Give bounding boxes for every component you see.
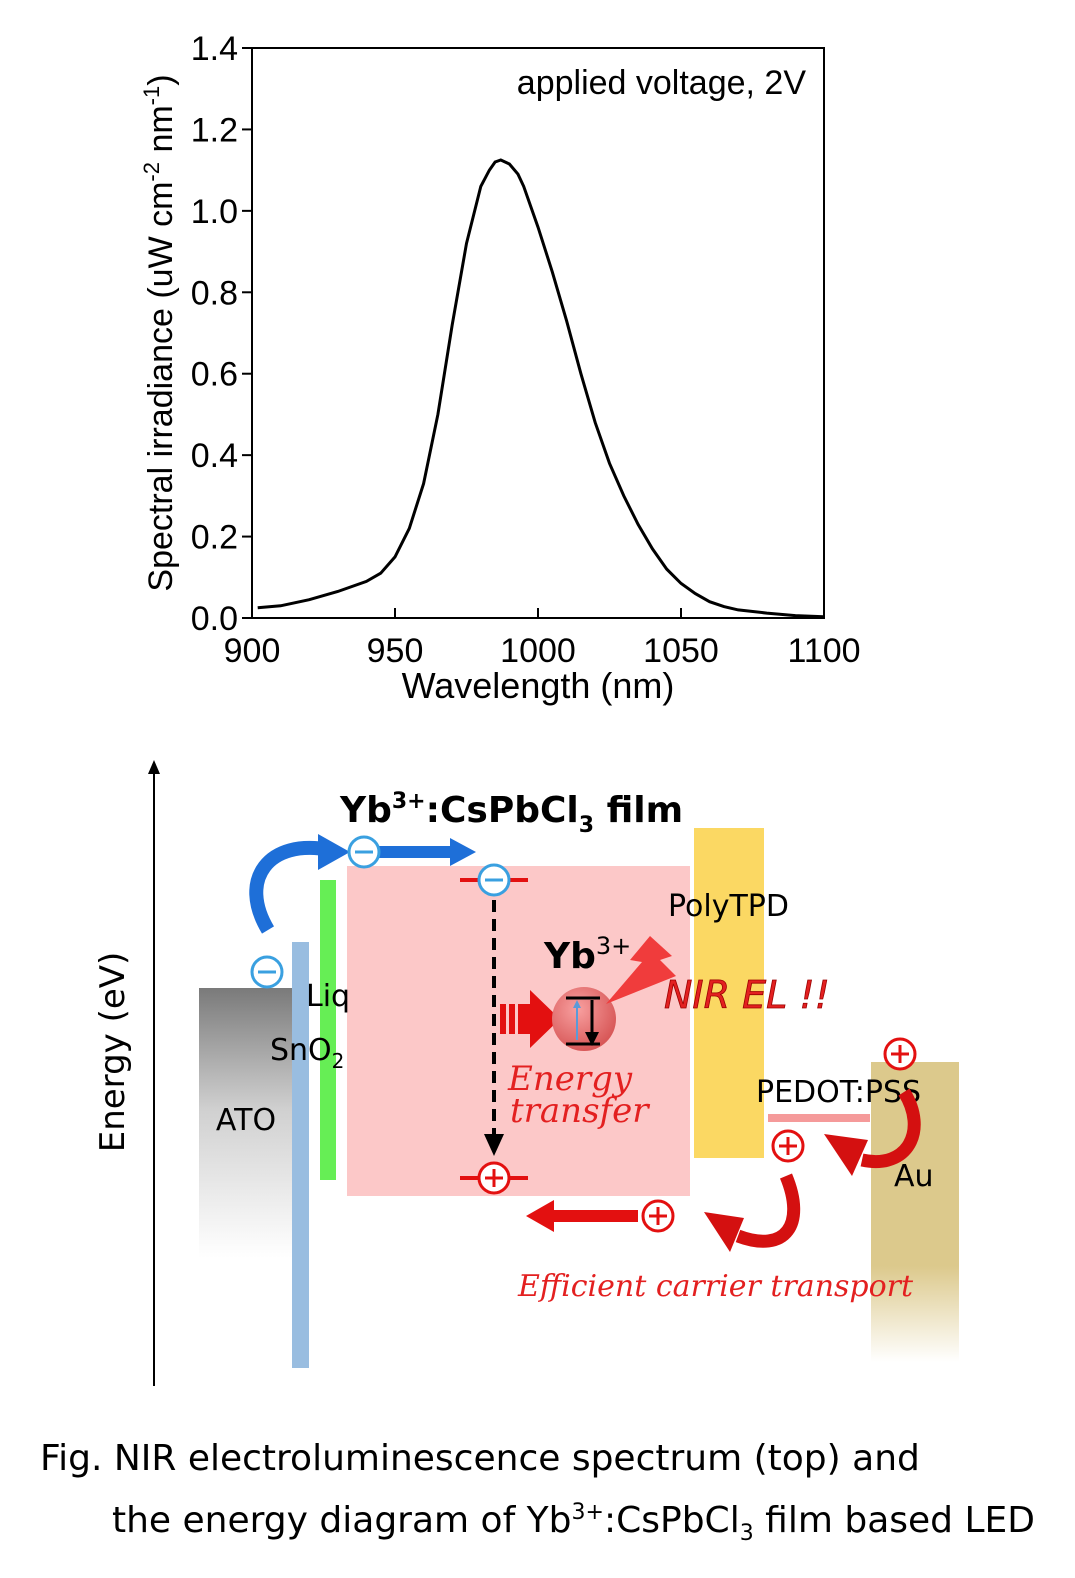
caption-line-2: the energy diagram of Yb3+:CsPbCl3 film …: [112, 1500, 1035, 1547]
energy-transfer-arrow: [500, 990, 560, 1048]
pedot-layer: [768, 1114, 870, 1122]
au-label: Au: [894, 1159, 934, 1194]
caption-line-1: Fig. NIR electroluminescence spectrum (t…: [40, 1438, 920, 1479]
film-title: Yb3+:CsPbCl3 film: [339, 789, 683, 838]
hole-curved-arrow-pedot: [735, 1173, 801, 1248]
nir-el-label: NIR EL !!: [664, 973, 830, 1017]
energy-transfer-label-2: transfer: [510, 1091, 650, 1131]
y-tick-label: 1.2: [191, 111, 238, 149]
ato-layer: [199, 988, 293, 1258]
energy-diagram: Energy (eV) ATO SnO2 Liq PolyTPD PEDOT:P…: [93, 760, 959, 1386]
hole-icon: [477, 1161, 511, 1195]
electron-injection-arrow: [249, 841, 332, 934]
liq-label: Liq: [306, 979, 350, 1014]
y-tick-label: 0.0: [191, 600, 238, 638]
electron-transport-arrowhead: [450, 838, 476, 866]
y-tick-label: 1.4: [191, 30, 238, 68]
electron-icon: [477, 863, 511, 897]
x-tick-label: 950: [367, 632, 424, 670]
y-tick-label: 0.8: [191, 274, 238, 312]
sno2-label: SnO2: [270, 1033, 344, 1073]
energy-axis-label: Energy (eV): [93, 952, 133, 1153]
x-tick-label: 1000: [500, 632, 576, 670]
chart-annotation: applied voltage, 2V: [517, 64, 807, 102]
y-tick-label: 0.2: [191, 519, 238, 557]
liq-layer: [320, 880, 336, 1180]
energy-axis-arrowhead: [148, 760, 160, 774]
spectrum-line: [257, 158, 825, 619]
y-axis: 0.0 0.2 0.4 0.6 0.8 1.0 1.2 1.4: [191, 30, 252, 638]
electron-injection-arrowhead: [318, 834, 350, 870]
hole-curved-arrow-au-head: [824, 1134, 868, 1176]
hole-icon: [883, 1037, 917, 1071]
hole-curved-arrow-au: [860, 1088, 921, 1168]
pedot-label: PEDOT:PSS: [756, 1075, 921, 1110]
x-tick-label: 900: [224, 632, 281, 670]
x-tick-label: 1050: [643, 632, 719, 670]
electron-icon: [347, 835, 381, 869]
polytpd-layer: [694, 828, 764, 1158]
y-tick-label: 0.4: [191, 437, 238, 475]
recombination-arrowhead: [484, 1134, 504, 1156]
spectrum-chart: 900 950 1000 1050 1100 0.0 0.2 0.4 0.6 0.8 1.0 1.2…: [139, 30, 861, 706]
polytpd-label: PolyTPD: [668, 889, 789, 924]
energy-transfer-label-1: Energy: [507, 1059, 633, 1099]
hole-transport-arrowhead: [526, 1200, 554, 1232]
emission-lightning-icon: [606, 936, 676, 1004]
yb-ion-label: Yb3+: [543, 932, 631, 977]
electron-icon: [250, 955, 284, 989]
hole-curved-arrow-pedot-head: [704, 1212, 744, 1252]
figure-caption: Fig. NIR electroluminescence spectrum (t…: [40, 1432, 1060, 1561]
yb-excitation-arrowhead: [573, 1000, 581, 1008]
x-tick-label: 1100: [787, 632, 860, 670]
yb-ion: [552, 987, 616, 1051]
x-axis: 900 950 1000 1050 1100: [224, 608, 861, 670]
ato-label: ATO: [216, 1103, 276, 1138]
y-tick-label: 0.6: [191, 356, 238, 394]
yb-emission-arrowhead: [585, 1032, 599, 1046]
x-axis-label: Wavelength (nm): [402, 665, 675, 706]
hole-icon: [641, 1199, 675, 1233]
hole-icon: [771, 1129, 805, 1163]
y-axis-label: Spectral irradiance (uW cm-2 nm-1): [139, 74, 180, 591]
sno2-layer: [292, 942, 309, 1368]
efficient-transport-label: Efficient carrier transport: [517, 1269, 914, 1304]
y-tick-label: 1.0: [191, 193, 238, 231]
